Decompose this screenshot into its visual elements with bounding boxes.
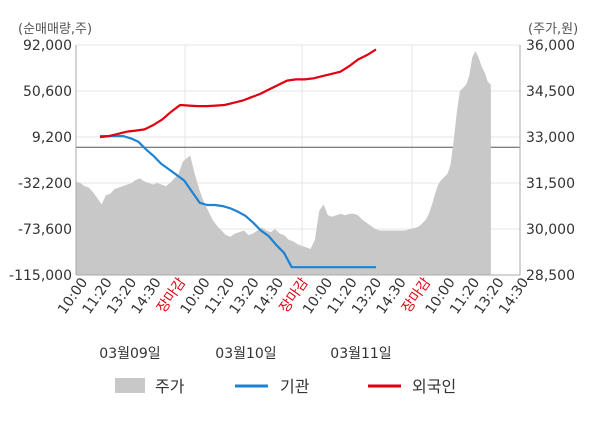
left-axis-unit: (순매매량,주): [18, 22, 92, 37]
price-area-path: [76, 51, 491, 275]
plot-frame: [75, 45, 521, 276]
right-tick-label: 31,500: [526, 176, 575, 192]
left-tick-label: 9,200: [32, 130, 72, 146]
right-tick-label: 30,000: [526, 222, 575, 238]
legend-label-foreign: 외국인: [412, 377, 456, 396]
left-axis: 92,000 50,600 9,200 -32,200 -73,600 -115,000: [9, 38, 72, 284]
series-line-foreign: [99, 48, 377, 139]
left-tick-label: 50,600: [23, 84, 72, 100]
legend-label-price: 주가: [155, 377, 185, 396]
left-tick-label: -32,200: [18, 176, 72, 192]
date-label: 03월09일: [99, 346, 160, 362]
series-line-institution: [100, 135, 376, 269]
date-label: 03월11일: [330, 346, 391, 362]
legend-label-institution: 기관: [280, 377, 310, 396]
left-tick-label: -115,000: [9, 268, 72, 284]
legend-swatch-price: [115, 378, 145, 393]
right-tick-label: 33,000: [526, 130, 575, 146]
right-tick-label: 36,000: [526, 38, 575, 54]
date-label: 03월10일: [215, 346, 276, 362]
left-tick-label: 92,000: [23, 38, 72, 54]
right-axis-unit: (주가,원): [528, 22, 578, 37]
legend: 주가 기관 외국인: [115, 377, 456, 396]
series-lines: [99, 48, 377, 269]
right-tick-label: 28,500: [526, 268, 575, 284]
date-axis: 03월09일 03월10일 03월11일: [99, 346, 391, 362]
left-tick-label: -73,600: [18, 222, 72, 238]
right-axis: 36,000 34,500 33,000 31,500 30,000 28,500: [526, 38, 575, 284]
right-tick-label: 34,500: [526, 84, 575, 100]
price-area: [76, 51, 491, 275]
x-axis: 10:0011:2013:2014:30장마감10:0011:2013:2014…: [55, 275, 532, 317]
